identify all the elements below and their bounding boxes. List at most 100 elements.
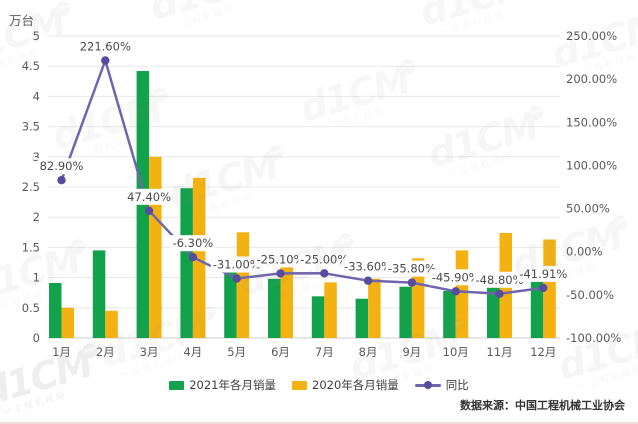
legend-line-marker-icon — [414, 380, 441, 390]
bar-2021 — [268, 278, 281, 338]
bar-2021 — [224, 264, 237, 338]
left-axis-tick: 4.5 — [22, 59, 40, 73]
left-axis-tick: 0.5 — [22, 301, 40, 315]
yoy-data-label: -41.91% — [519, 267, 567, 281]
yoy-data-label-bg — [125, 188, 174, 205]
yoy-data-labels: 82.90%221.60%47.40%-6.30%-31.00%-25.10%-… — [37, 38, 570, 288]
yoy-points — [57, 56, 548, 298]
data-source: 数据来源：中国工程机械工业协会 — [460, 399, 625, 412]
yoy-data-label-bg — [210, 256, 263, 273]
bar-2021 — [92, 250, 106, 338]
bar-2021 — [49, 283, 62, 338]
yoy-data-label: -45.90% — [432, 270, 480, 284]
yoy-point — [276, 269, 285, 278]
bars-2021 — [49, 71, 544, 338]
right-axis-tick: -50.00% — [566, 288, 614, 302]
yoy-line — [60, 59, 544, 296]
yoy-data-label: -33.60% — [344, 260, 392, 274]
yoy-point — [188, 253, 198, 262]
yoy-data-label-bg — [298, 251, 351, 268]
yoy-data-label: -25.00% — [300, 252, 348, 266]
legend-label-yoy: 同比 — [445, 378, 469, 392]
yoy-data-label-bg — [429, 269, 482, 286]
yoy-data-label-bg — [385, 260, 438, 277]
x-axis-labels: 1月 2月 3月 4月 5月 6月 7月 8月 9月 10月 11月 12月 — [52, 345, 556, 359]
yoy-point — [407, 278, 417, 287]
yoy-data-label: -48.80% — [476, 273, 524, 287]
bar-2020 — [411, 258, 425, 338]
x-axis-month-label: 4月 — [183, 345, 202, 359]
yoy-data-label: -6.30% — [173, 236, 214, 250]
bar-2021 — [487, 284, 500, 338]
yoy-data-label-bg — [170, 235, 216, 252]
yoy-data-label-bg — [517, 265, 570, 282]
right-axis-tick: 250.00% — [566, 29, 617, 43]
yoy-data-label-bg — [254, 251, 307, 268]
legend-swatch-2020-icon — [292, 380, 307, 390]
chart-legend: 2021年各月销量 2020年各月销量 同比 — [0, 377, 638, 393]
y-axis-right-labels: 250.00% 200.00% 150.00% 100.00% 50.00% 0.00% -… — [566, 29, 621, 345]
x-axis-month-label: 5月 — [227, 345, 246, 359]
yoy-data-label: 47.40% — [127, 190, 171, 204]
bar-2021 — [443, 290, 456, 338]
left-axis-tick: 2 — [33, 210, 40, 224]
right-axis-tick: 200.00% — [566, 72, 617, 86]
x-axis-month-label: 12月 — [530, 345, 556, 359]
x-axis-month-label: 8月 — [359, 345, 378, 359]
bar-2020 — [236, 232, 250, 338]
right-axis-tick: 150.00% — [566, 115, 617, 129]
bar-2020 — [105, 310, 118, 338]
bar-2020 — [61, 307, 74, 338]
bar-2021 — [180, 188, 193, 338]
right-axis-tick: 0.00% — [566, 245, 603, 259]
yoy-point — [101, 56, 110, 65]
bar-2020 — [324, 282, 337, 338]
yoy-data-label: -31.00% — [213, 258, 261, 272]
yoy-point — [144, 206, 154, 215]
yoy-point — [495, 289, 504, 298]
x-axis-month-label: 2月 — [96, 345, 115, 359]
right-axis-tick: -100.00% — [566, 331, 621, 345]
bar-2020 — [368, 278, 381, 338]
x-axis-month-label: 1月 — [52, 345, 71, 359]
y-axis-unit-label: 万台 — [9, 13, 35, 28]
yoy-data-label-bg — [473, 271, 526, 288]
x-axis-month-label: 10月 — [443, 345, 469, 359]
yoy-data-label-bg — [37, 158, 86, 175]
yoy-point — [320, 269, 329, 278]
right-axis-tick: 50.00% — [566, 202, 610, 216]
bar-2021 — [355, 298, 369, 338]
bar-2020 — [543, 239, 556, 338]
legend-label-2021: 2021年各月销量 — [189, 378, 276, 392]
left-axis-tick: 2.5 — [22, 180, 40, 194]
legend-item-2021: 2021年各月销量 — [169, 377, 276, 393]
yoy-data-label: -35.80% — [388, 262, 436, 276]
yoy-point — [363, 276, 373, 285]
x-axis-month-label: 6月 — [271, 345, 290, 359]
yoy-point — [232, 274, 241, 283]
yoy-data-label: 82.90% — [40, 159, 84, 173]
left-axis-tick: 0 — [33, 331, 40, 345]
x-axis-month-label: 7月 — [315, 345, 334, 359]
yoy-point — [451, 287, 460, 296]
x-axis-month-label: 9月 — [402, 345, 421, 359]
bar-2020 — [192, 177, 206, 338]
y-axis-left-labels: 5 4.5 4 3.5 3 2.5 2 1.5 1 0.5 0 — [22, 29, 40, 345]
legend-item-yoy: 同比 — [414, 377, 469, 393]
bar-2021 — [311, 296, 325, 338]
left-axis-tick: 5 — [33, 29, 40, 43]
left-axis-tick: 4 — [33, 89, 40, 103]
bar-2021 — [530, 280, 544, 338]
left-axis-tick: 1 — [33, 271, 40, 285]
yoy-data-label: 221.60% — [80, 40, 131, 54]
bar-2020 — [149, 156, 162, 338]
left-axis-tick: 3 — [33, 150, 40, 164]
right-axis-tick: 100.00% — [566, 158, 617, 172]
yoy-data-label-bg — [342, 258, 395, 275]
left-axis-tick: 3.5 — [22, 120, 40, 134]
bar-2020 — [280, 258, 293, 338]
yoy-data-label-bg — [77, 38, 133, 55]
legend-item-2020: 2020年各月销量 — [292, 377, 399, 393]
